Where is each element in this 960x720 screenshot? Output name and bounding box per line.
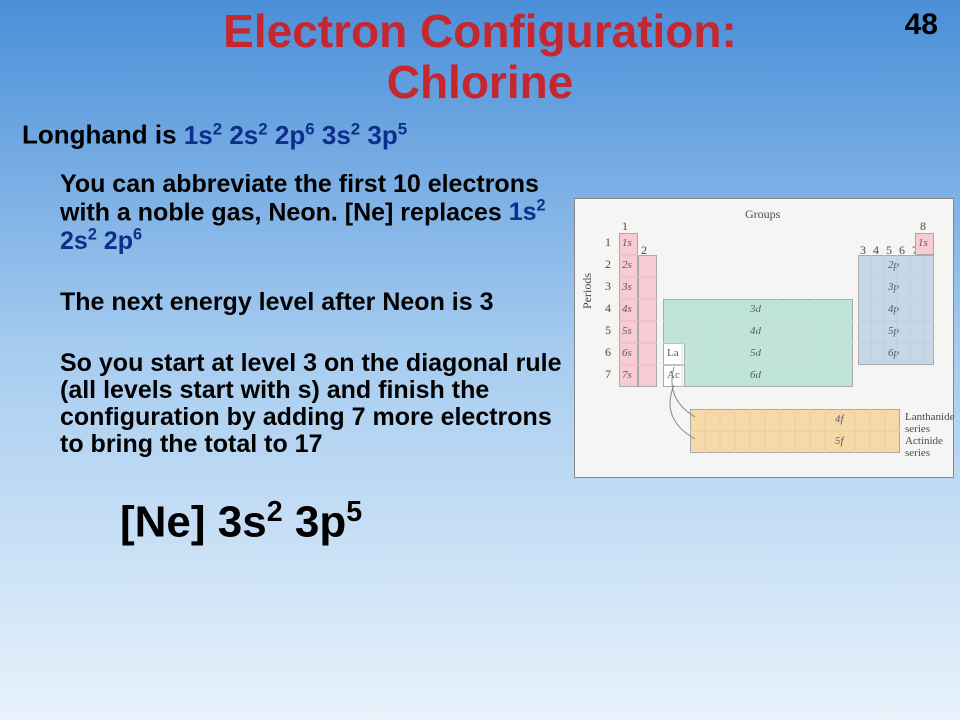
actinide-label: Actinide series — [905, 435, 953, 459]
title-line-2: Chlorine — [387, 56, 574, 108]
paragraph-3: So you start at level 3 on the diagonal … — [60, 350, 575, 458]
title-line-1: Electron Configuration: — [223, 5, 737, 57]
lanthanide-label: Lanthanide series — [905, 411, 954, 435]
slide-title: Electron Configuration: Chlorine — [0, 0, 960, 107]
paragraph-1: You can abbreviate the first 10 electron… — [60, 171, 575, 255]
page-number: 48 — [905, 8, 938, 42]
longhand-line: Longhand is 1s2 2s2 2p6 3s2 3p5 — [22, 119, 960, 151]
longhand-config: 1s2 2s2 2p6 3s2 3p5 — [184, 120, 407, 150]
periodic-table-diagram: Groups Periods 1234567 12345678 1s2s3s4s… — [574, 198, 954, 478]
paragraph-2: The next energy level after Neon is 3 — [60, 289, 575, 316]
body-text: You can abbreviate the first 10 electron… — [60, 171, 575, 492]
result-config: [Ne] 3s2 3p5 — [120, 496, 960, 548]
longhand-label: Longhand is — [22, 120, 184, 150]
connector-curves — [575, 199, 955, 479]
para1-text: You can abbreviate the first 10 electron… — [60, 170, 539, 226]
